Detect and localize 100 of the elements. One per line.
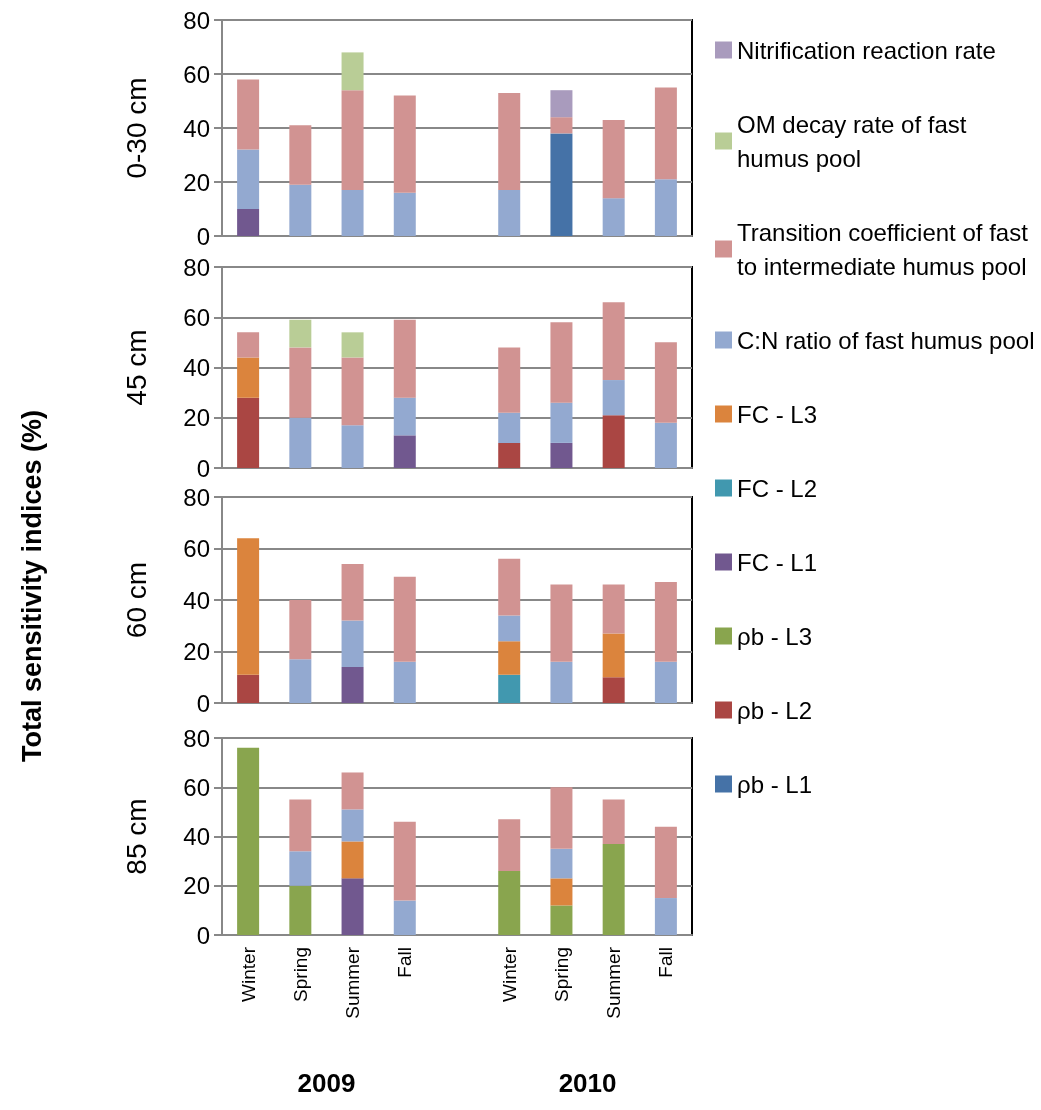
bar	[289, 347, 312, 418]
y-tick-label: 60	[183, 303, 210, 331]
bar	[341, 772, 364, 810]
bar	[498, 615, 521, 642]
bar	[498, 819, 521, 871]
bar	[550, 787, 573, 849]
bar	[237, 209, 260, 236]
bar	[654, 898, 677, 935]
x-tick-label: Fall	[394, 947, 416, 978]
legend-label: FC - L3	[737, 400, 818, 428]
bar	[654, 826, 677, 899]
y-tick-label: 0	[196, 689, 210, 717]
bar	[289, 659, 312, 703]
bar	[498, 190, 521, 236]
bar	[289, 799, 312, 852]
bar	[341, 90, 364, 191]
y-tick-label: 40	[183, 823, 210, 850]
bar	[393, 900, 416, 935]
y-tick-label: 40	[183, 114, 210, 142]
x-tick-label: Spring	[550, 947, 572, 1002]
bar	[237, 79, 260, 150]
y-tick-label: 20	[183, 404, 210, 432]
legend-label: FC - L1	[737, 548, 818, 576]
bar	[393, 661, 416, 703]
bar	[498, 347, 521, 413]
y-axis-title: 60 cm	[120, 561, 152, 639]
text: 2010	[558, 1068, 617, 1098]
legend-label: OM decay rate of fast humus pool	[737, 110, 974, 172]
bar	[341, 190, 364, 236]
x-tick-label: Fall	[655, 947, 677, 978]
y-tick-label: 80	[183, 6, 210, 34]
bar	[498, 442, 521, 468]
y-tick-label: 40	[183, 354, 210, 381]
y-tick-label: 20	[183, 872, 210, 900]
y-tick-label: 80	[183, 253, 210, 281]
bar	[341, 666, 364, 703]
x-tick-label: Winter	[237, 946, 259, 1002]
y-tick-label: 20	[183, 638, 210, 665]
bar	[289, 600, 312, 660]
bar	[602, 119, 625, 199]
y-tick-label: 80	[183, 724, 210, 752]
bar	[498, 641, 521, 675]
legend-label: ρb - L1	[737, 770, 813, 798]
bar	[550, 905, 573, 935]
text: Total sensitivity indices (%)	[16, 409, 47, 763]
legend-label: Nitrification reaction rate	[737, 36, 996, 64]
bar	[498, 674, 521, 703]
bar	[289, 319, 312, 348]
bar	[602, 198, 625, 236]
y-tick-label: 60	[183, 773, 210, 801]
x-tick-label: Summer	[603, 946, 625, 1019]
bar	[341, 809, 364, 842]
y-tick-label: 60	[183, 60, 210, 88]
y-axis-title: 45 cm	[120, 329, 152, 406]
bar	[602, 843, 625, 935]
bar	[654, 342, 677, 423]
x-tick-label: Summer	[342, 946, 364, 1019]
bar	[289, 851, 312, 886]
bar	[341, 332, 364, 358]
bar	[341, 878, 364, 935]
bar	[393, 435, 416, 468]
legend-label: FC - L2	[737, 474, 818, 502]
bar	[654, 87, 677, 180]
bar	[550, 442, 573, 468]
y-tick-label: 80	[183, 483, 210, 511]
bar	[393, 821, 416, 901]
bar	[654, 661, 677, 703]
bar	[237, 332, 260, 358]
bar	[341, 841, 364, 879]
bar	[550, 584, 573, 662]
bar	[237, 747, 260, 935]
bar	[289, 885, 312, 935]
bar	[393, 192, 416, 236]
bar	[498, 92, 521, 191]
bar	[393, 319, 416, 398]
y-tick-label: 0	[196, 454, 210, 482]
bar	[237, 357, 260, 398]
bar	[237, 397, 260, 468]
bar	[550, 322, 573, 403]
y-tick-label: 20	[183, 168, 210, 196]
bar	[550, 661, 573, 703]
bar	[237, 538, 260, 675]
text: 2009	[297, 1068, 356, 1098]
bar	[550, 402, 573, 443]
legend-label: Transition coefficient of fast to intermediate humus pool	[737, 218, 1035, 280]
bar	[341, 425, 364, 468]
x-tick-label: Winter	[498, 946, 520, 1002]
bar	[393, 95, 416, 193]
bar	[602, 380, 625, 416]
legend-label: ρb - L2	[737, 696, 813, 724]
bar	[550, 878, 573, 906]
bar	[602, 633, 625, 678]
bar	[341, 620, 364, 667]
bar	[393, 576, 416, 662]
bar	[654, 581, 677, 662]
bar	[289, 417, 312, 468]
bar	[393, 397, 416, 436]
bar	[550, 848, 573, 879]
x-tick-label: Spring	[289, 947, 311, 1002]
legend-label: C:N ratio of fast humus pool	[737, 326, 1035, 354]
